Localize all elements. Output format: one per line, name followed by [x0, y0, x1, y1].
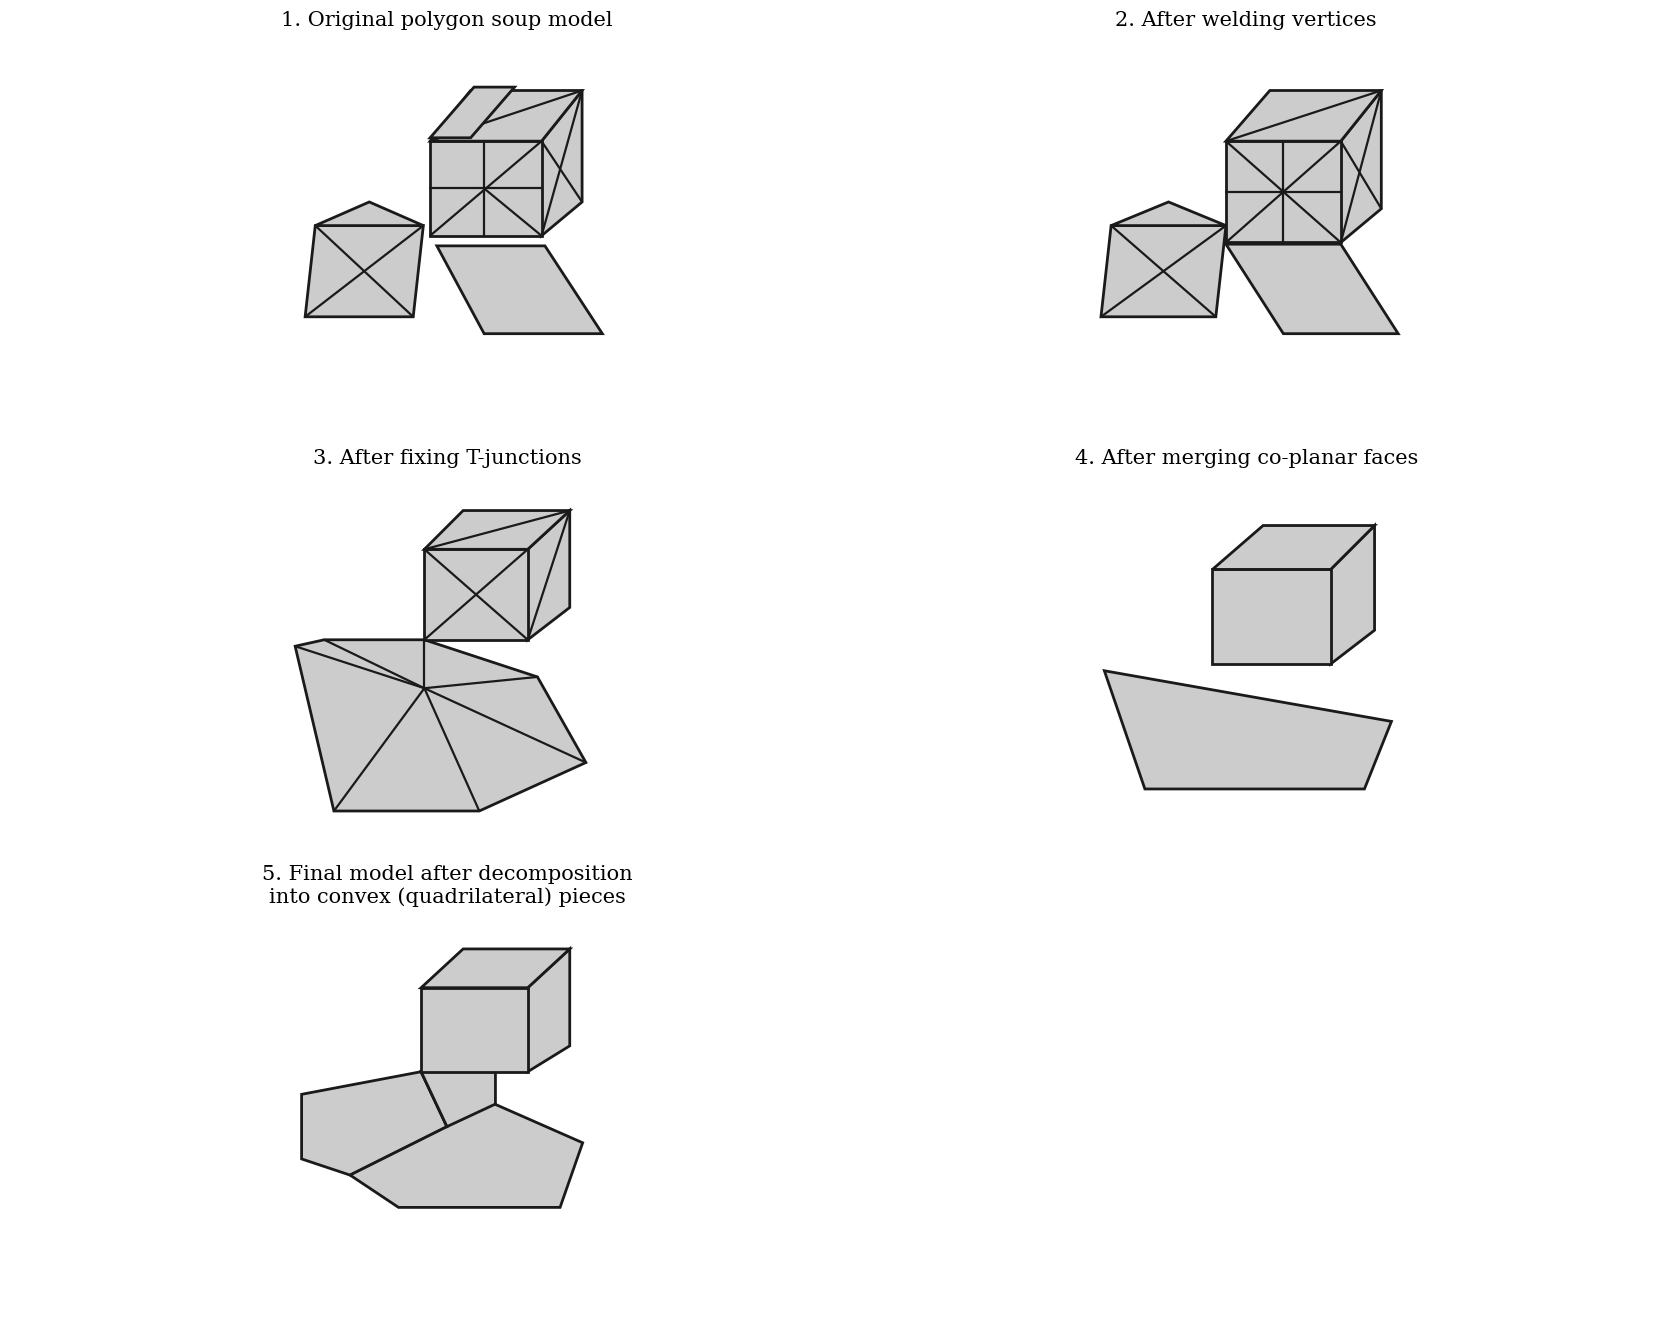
- Polygon shape: [422, 988, 528, 1072]
- Polygon shape: [1212, 526, 1374, 570]
- Polygon shape: [528, 950, 569, 1072]
- Polygon shape: [1212, 570, 1331, 664]
- Title: 3. After fixing T-junctions: 3. After fixing T-junctions: [312, 449, 581, 469]
- Polygon shape: [350, 1072, 583, 1207]
- Title: 2. After welding vertices: 2. After welding vertices: [1116, 11, 1378, 31]
- Polygon shape: [422, 1072, 495, 1126]
- Polygon shape: [1101, 226, 1227, 317]
- Polygon shape: [1104, 671, 1391, 789]
- Polygon shape: [1227, 90, 1381, 141]
- Polygon shape: [425, 510, 569, 550]
- Polygon shape: [1331, 526, 1374, 664]
- Polygon shape: [422, 950, 569, 988]
- Polygon shape: [430, 88, 515, 138]
- Polygon shape: [425, 550, 528, 640]
- Polygon shape: [1341, 90, 1381, 243]
- Polygon shape: [430, 141, 541, 236]
- Polygon shape: [541, 90, 583, 236]
- Polygon shape: [302, 1072, 447, 1175]
- Polygon shape: [1227, 244, 1398, 333]
- Polygon shape: [437, 246, 603, 333]
- Title: 4. After merging co-planar faces: 4. After merging co-planar faces: [1074, 449, 1418, 469]
- Title: 5. Final model after decomposition
into convex (quadrilateral) pieces: 5. Final model after decomposition into …: [262, 865, 632, 907]
- Polygon shape: [528, 510, 569, 640]
- Title: 1. Original polygon soup model: 1. Original polygon soup model: [281, 11, 613, 31]
- Polygon shape: [295, 640, 586, 811]
- Polygon shape: [315, 202, 423, 226]
- Polygon shape: [1111, 202, 1227, 226]
- Polygon shape: [430, 90, 583, 141]
- Polygon shape: [1227, 141, 1341, 243]
- Polygon shape: [305, 226, 423, 317]
